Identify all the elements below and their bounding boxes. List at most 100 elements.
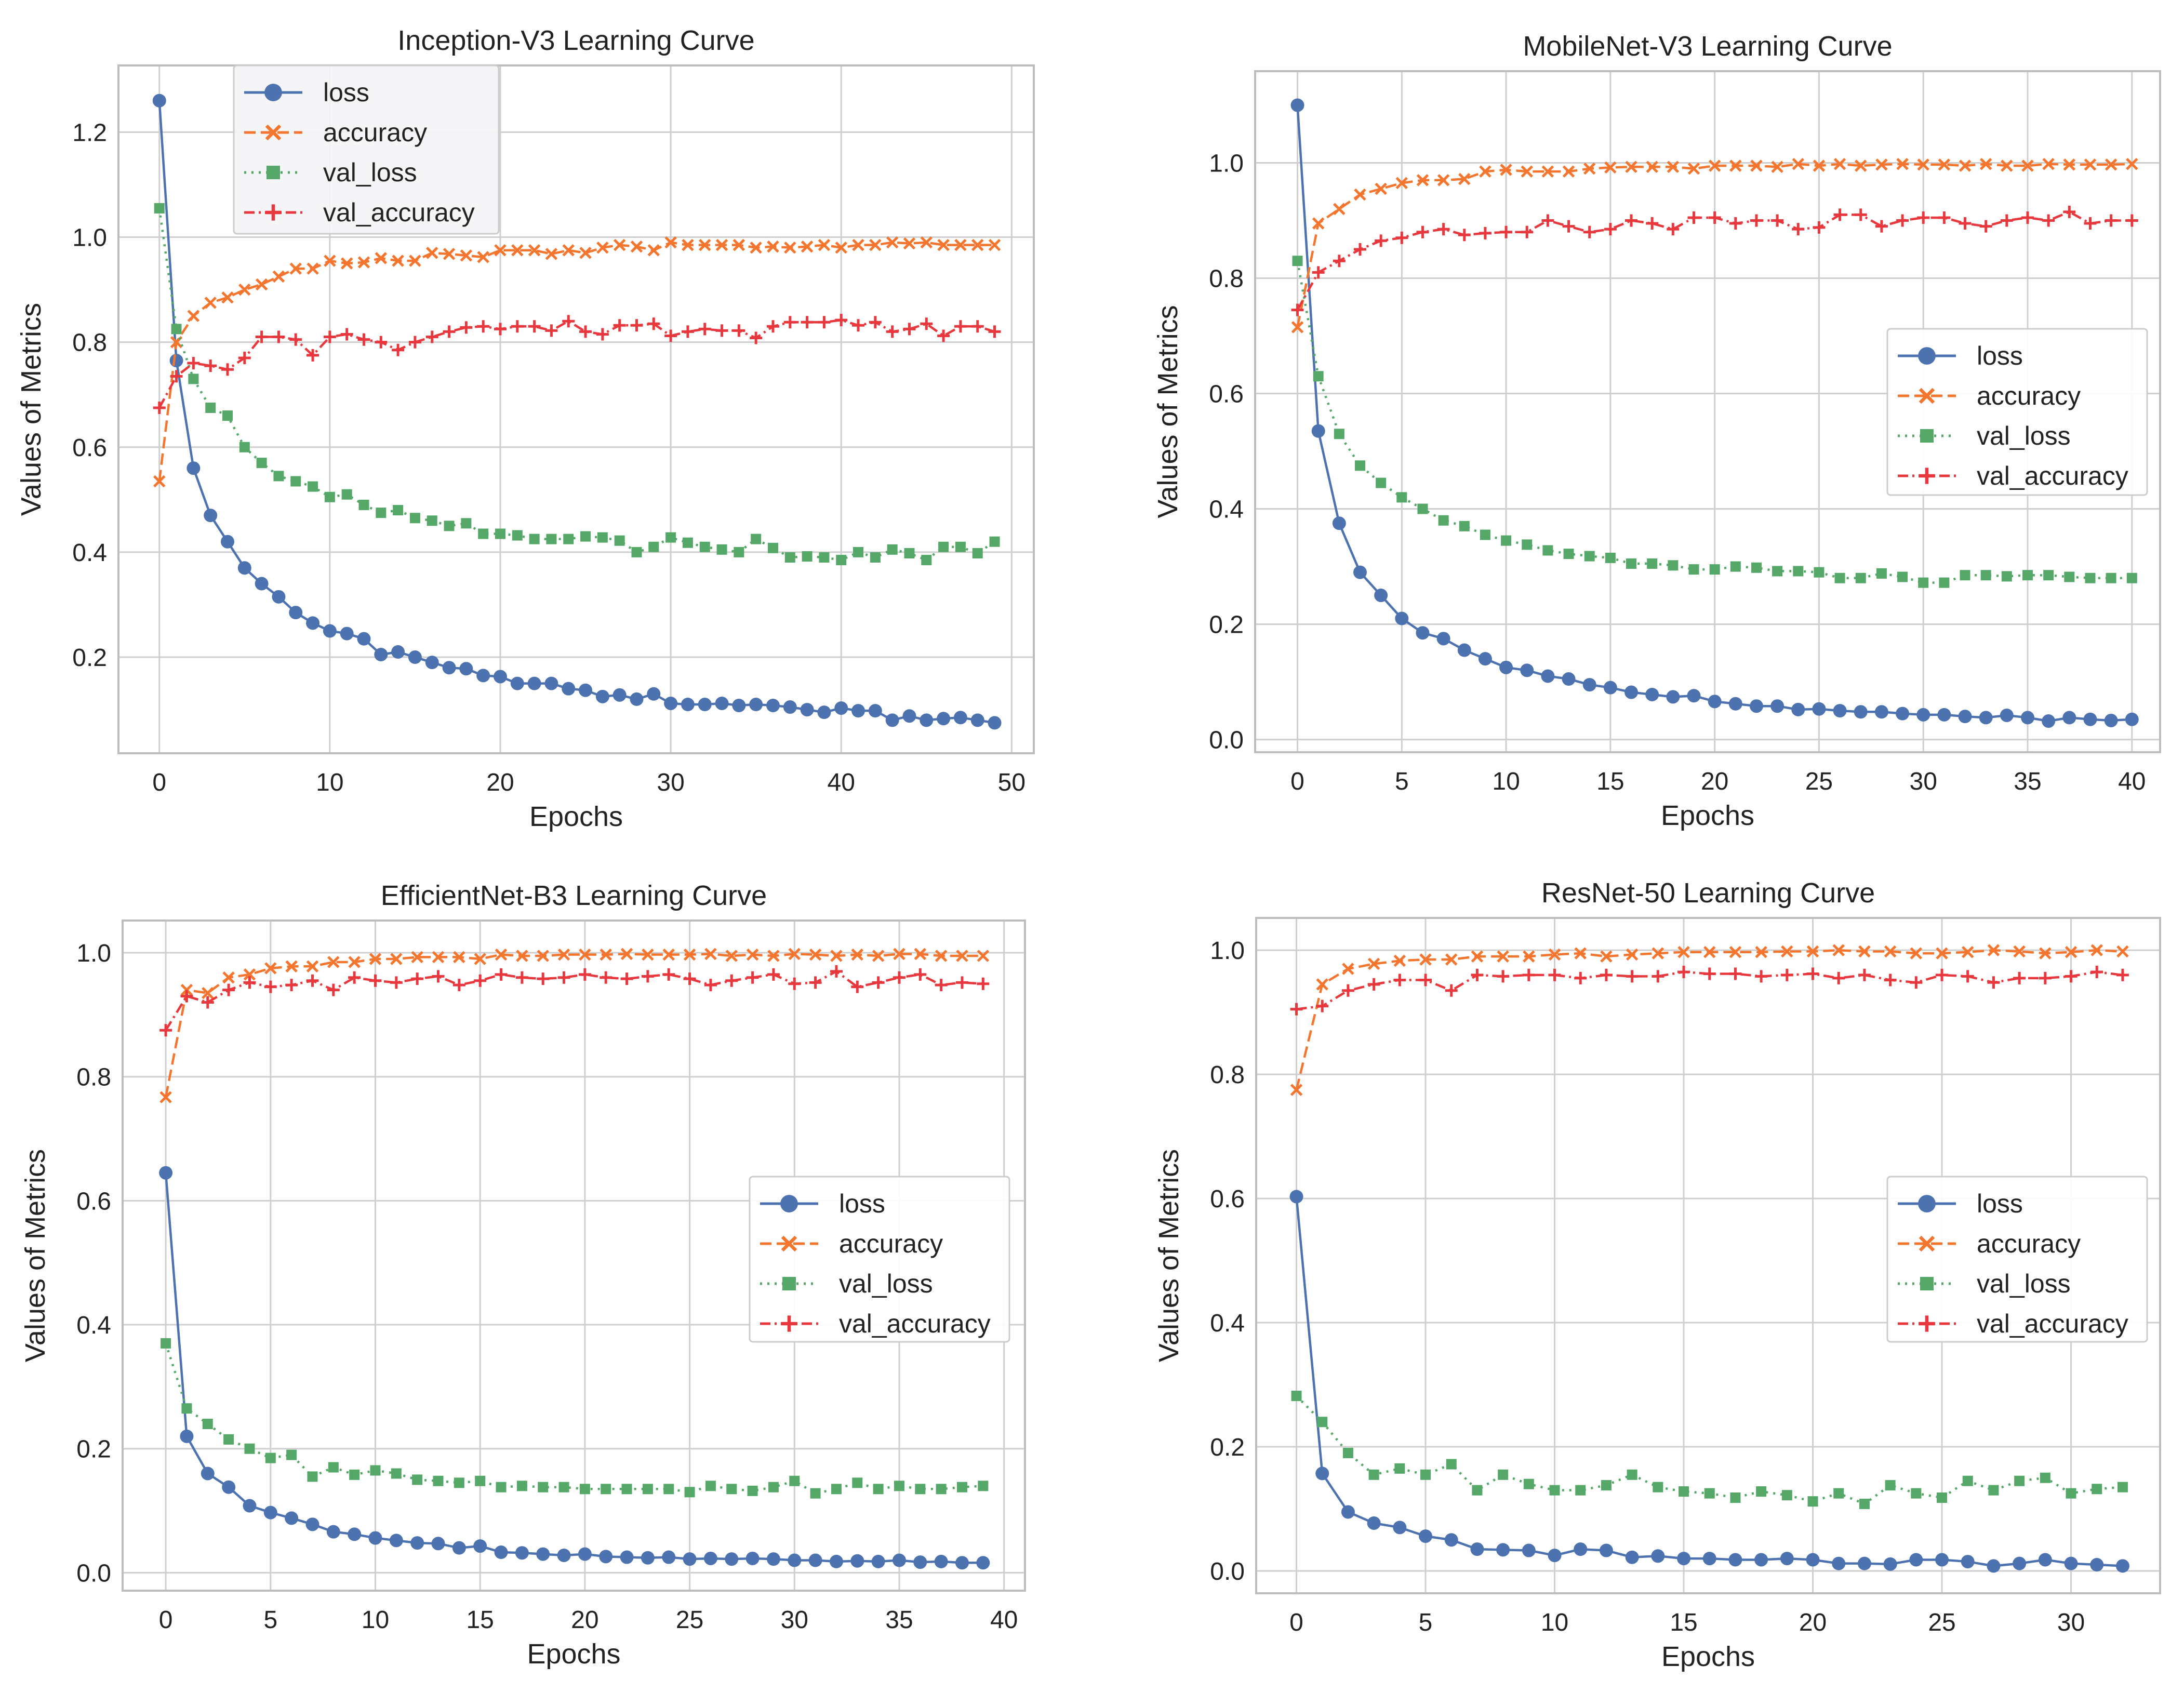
data-point-val-accuracy [1625,214,1638,227]
series-accuracy [1291,157,2138,334]
data-point-accuracy [852,238,864,251]
x-tick-label: 25 [1805,768,1833,795]
data-point-loss [766,699,780,713]
data-point-val-loss [2064,571,2075,582]
data-point-val-loss [1679,1486,1689,1497]
series-line [165,970,983,1031]
data-point-loss [536,1547,550,1561]
data-point-accuracy [642,948,654,961]
legend-marker-accuracy [1919,388,1935,404]
data-point-loss [255,577,269,591]
data-point-accuracy [872,950,885,962]
data-point-val-loss [1376,477,1387,488]
data-point-accuracy [1562,165,1575,178]
data-point-loss [473,1539,487,1553]
y-tick-label: 0.0 [1209,727,1244,754]
data-point-val-accuracy [681,325,694,338]
y-tick-label: 0.6 [72,434,107,462]
data-point-val-loss [747,1485,758,1496]
data-point-loss [357,632,371,646]
data-point-loss [285,1511,299,1525]
data-point-loss [2090,1558,2104,1572]
data-point-val-accuracy [914,968,927,981]
data-point-val-accuracy [1521,225,1534,238]
data-point-val-loss [188,374,199,384]
data-point-loss [800,703,814,717]
data-point-loss [515,1546,529,1560]
data-point-loss [1832,1556,1846,1570]
data-point-val-accuracy [903,323,916,336]
data-point-val-accuracy [204,359,217,372]
legend-label: accuracy [323,118,427,147]
data-point-val-loss [1291,1391,1302,1402]
data-point-loss [220,535,234,549]
data-point-loss [630,692,644,706]
data-point-val-loss [836,555,847,566]
data-point-val-loss [1960,570,1970,581]
series-line [164,953,983,1098]
x-tick-label: 10 [1492,768,1520,795]
data-point-accuracy [725,950,738,962]
data-point-val-accuracy [1341,984,1354,997]
data-point-accuracy [264,962,277,975]
data-point-accuracy [1875,158,1888,171]
data-point-accuracy [1938,158,1951,171]
data-point-val-accuracy [2090,965,2103,978]
data-point-loss [263,1505,277,1520]
data-point-loss [1833,704,1847,718]
data-point-val-loss [1855,572,1866,583]
data-point-accuracy [835,241,847,254]
data-point-val-accuracy [767,968,780,981]
data-point-accuracy [767,950,780,962]
data-point-loss [953,711,967,725]
data-point-val-accuracy [920,317,933,330]
data-point-loss [1311,424,1325,438]
data-point-loss [1367,1516,1381,1530]
data-point-val-loss [512,530,523,541]
y-tick-label: 0.6 [1210,1185,1245,1213]
y-axis-label: Values of Metrics [16,303,47,516]
data-point-accuracy [2013,945,2026,958]
data-point-val-accuracy [153,401,166,414]
legend-label: accuracy [1977,381,2081,410]
x-tick-label: 15 [466,1606,494,1634]
data-point-accuracy [2116,945,2129,958]
data-point-loss [305,1517,319,1531]
data-point-loss [2125,712,2139,726]
data-point-val-accuracy [2105,214,2118,227]
data-point-val-accuracy [596,328,609,341]
data-point-val-loss [558,1482,569,1492]
data-point-accuracy [222,971,235,984]
data-point-val-accuracy [977,977,990,990]
data-point-loss [829,1554,843,1568]
data-point-accuracy [1792,157,1805,170]
data-point-accuracy [2105,158,2118,171]
data-point-val-loss [2092,1484,2102,1495]
data-point-loss [783,700,797,714]
data-point-accuracy [1479,165,1491,178]
data-point-accuracy [1548,948,1561,961]
data-point-val-accuracy [221,363,234,376]
legend-box [749,1176,1010,1343]
data-point-val-accuracy [348,971,361,984]
data-point-val-accuracy [187,357,200,370]
data-point-val-accuracy [578,968,591,981]
data-point-accuracy [1677,945,1690,958]
data-point-loss [272,590,286,604]
y-tick-label: 0.8 [1209,265,1244,293]
data-point-val-accuracy [600,971,612,984]
data-point-loss [389,1534,403,1548]
data-point-val-loss [161,1338,171,1349]
data-point-val-accuracy [285,979,298,992]
data-point-loss [348,1527,362,1541]
data-point-val-loss [1918,577,1929,588]
data-point-loss [683,1552,697,1566]
data-point-loss [808,1553,822,1567]
data-point-loss [1395,611,1409,625]
data-point-val-accuracy [1541,214,1554,227]
data-point-val-loss [751,534,762,544]
data-point-val-loss [1396,492,1407,503]
x-tick-label: 0 [1290,768,1304,795]
data-point-loss [510,676,524,690]
data-point-loss [1541,669,1555,683]
